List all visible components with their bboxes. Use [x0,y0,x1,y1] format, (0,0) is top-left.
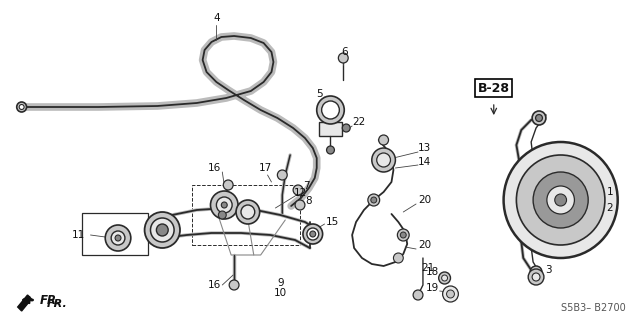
Circle shape [218,211,226,219]
Text: 2: 2 [607,203,613,213]
Polygon shape [18,295,31,311]
Circle shape [211,191,238,219]
Circle shape [150,218,174,242]
Circle shape [394,253,403,263]
Circle shape [229,280,239,290]
Text: 12: 12 [293,188,307,198]
Circle shape [555,194,566,206]
Circle shape [277,170,287,180]
Circle shape [326,146,335,154]
Text: 7: 7 [303,181,310,191]
Circle shape [236,200,260,224]
Circle shape [438,272,451,284]
Circle shape [342,124,350,132]
Circle shape [115,235,121,241]
Circle shape [372,148,396,172]
Circle shape [322,101,339,119]
Polygon shape [551,180,568,220]
Text: 3: 3 [545,265,552,275]
Circle shape [216,197,232,213]
Circle shape [528,269,544,285]
Circle shape [413,290,423,300]
Circle shape [530,266,542,278]
Text: 15: 15 [326,217,339,227]
Bar [192,185,300,245]
Text: 6: 6 [341,47,348,57]
Circle shape [310,231,316,237]
Circle shape [533,172,588,228]
Circle shape [379,135,388,145]
Text: 16: 16 [208,280,221,290]
Text: 11: 11 [72,230,85,240]
Text: 20: 20 [419,240,431,250]
Circle shape [19,105,24,109]
Circle shape [307,228,319,240]
Text: 9: 9 [277,278,284,288]
Circle shape [317,96,344,124]
Circle shape [397,229,409,241]
Text: 18: 18 [426,267,440,277]
Bar [82,213,148,255]
Text: 5: 5 [316,89,323,99]
Bar [319,122,342,136]
Circle shape [536,115,543,122]
Text: B-28: B-28 [478,81,510,94]
Circle shape [241,205,255,219]
Text: 17: 17 [259,163,272,173]
Circle shape [17,102,26,112]
Text: S5B3– B2700: S5B3– B2700 [561,303,625,313]
Text: 22: 22 [353,117,365,127]
Circle shape [295,200,305,210]
Text: FR.: FR. [39,293,61,307]
Circle shape [377,153,390,167]
Text: 13: 13 [419,143,431,153]
Circle shape [293,185,303,195]
Circle shape [105,225,131,251]
Circle shape [156,224,168,236]
Circle shape [339,53,348,63]
Circle shape [443,286,458,302]
Circle shape [368,194,380,206]
Text: 4: 4 [213,13,220,23]
Circle shape [145,212,180,248]
Circle shape [516,155,605,245]
Circle shape [532,273,540,281]
Circle shape [223,180,233,190]
Circle shape [447,290,454,298]
Text: 10: 10 [274,288,287,298]
Circle shape [221,202,227,208]
Text: FR.: FR. [47,299,68,309]
Text: 8: 8 [305,196,312,206]
Text: 14: 14 [419,157,431,167]
Circle shape [401,232,406,238]
Circle shape [547,186,575,214]
Text: 16: 16 [208,163,221,173]
Circle shape [504,142,618,258]
Text: 21: 21 [421,263,435,273]
Circle shape [442,275,447,281]
Circle shape [371,197,377,203]
Circle shape [111,231,125,245]
Text: 19: 19 [426,283,440,293]
Text: 1: 1 [607,187,613,197]
Circle shape [303,224,323,244]
Circle shape [532,111,546,125]
Text: 20: 20 [419,195,431,205]
